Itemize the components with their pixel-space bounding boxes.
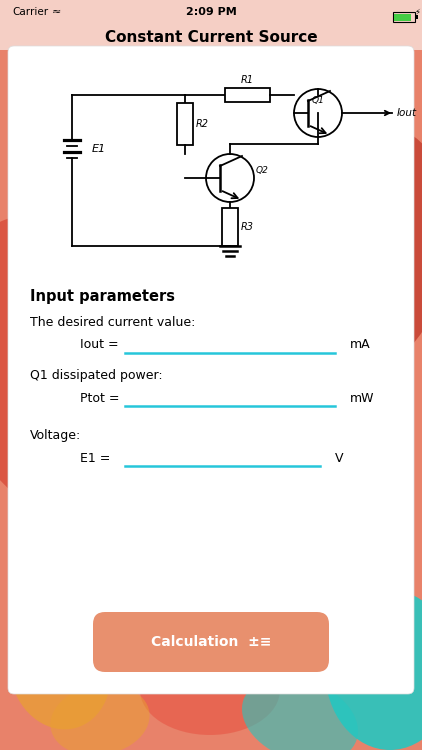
- Text: Q1: Q1: [311, 96, 325, 105]
- Ellipse shape: [9, 610, 111, 730]
- FancyBboxPatch shape: [394, 13, 411, 20]
- Text: The desired current value:: The desired current value:: [30, 316, 195, 328]
- Text: Ptot =: Ptot =: [80, 392, 119, 404]
- Ellipse shape: [288, 126, 422, 374]
- Text: R1: R1: [241, 75, 254, 85]
- Circle shape: [206, 154, 254, 202]
- Text: ⚡: ⚡: [414, 8, 420, 16]
- Text: Q1 dissipated power:: Q1 dissipated power:: [30, 368, 162, 382]
- Text: Calculation  ±≡: Calculation ±≡: [151, 635, 271, 649]
- FancyBboxPatch shape: [225, 88, 270, 102]
- Text: Constant Current Source: Constant Current Source: [105, 29, 317, 44]
- FancyBboxPatch shape: [177, 103, 193, 145]
- Text: Q2: Q2: [256, 166, 269, 175]
- Text: E1: E1: [92, 144, 106, 154]
- Ellipse shape: [325, 590, 422, 750]
- FancyBboxPatch shape: [93, 612, 329, 672]
- Ellipse shape: [140, 645, 280, 735]
- Text: Input parameters: Input parameters: [30, 290, 175, 304]
- Text: Voltage:: Voltage:: [30, 428, 81, 442]
- Text: Carrier: Carrier: [12, 7, 48, 17]
- FancyBboxPatch shape: [222, 208, 238, 246]
- Text: mA: mA: [350, 338, 371, 352]
- Text: E1 =: E1 =: [80, 452, 111, 464]
- Text: Iout =: Iout =: [80, 338, 119, 352]
- Circle shape: [294, 89, 342, 137]
- Text: Iout: Iout: [397, 108, 417, 118]
- FancyBboxPatch shape: [415, 15, 417, 19]
- Ellipse shape: [50, 685, 150, 750]
- Ellipse shape: [0, 215, 177, 525]
- Text: 2:09 PM: 2:09 PM: [186, 7, 236, 17]
- Text: ≈: ≈: [52, 7, 61, 17]
- Text: V: V: [335, 452, 344, 464]
- Text: R3: R3: [241, 222, 254, 232]
- Text: R2: R2: [196, 119, 209, 129]
- FancyBboxPatch shape: [0, 24, 422, 50]
- Text: mW: mW: [350, 392, 374, 404]
- FancyBboxPatch shape: [8, 46, 414, 694]
- Ellipse shape: [242, 677, 358, 750]
- FancyBboxPatch shape: [0, 0, 422, 24]
